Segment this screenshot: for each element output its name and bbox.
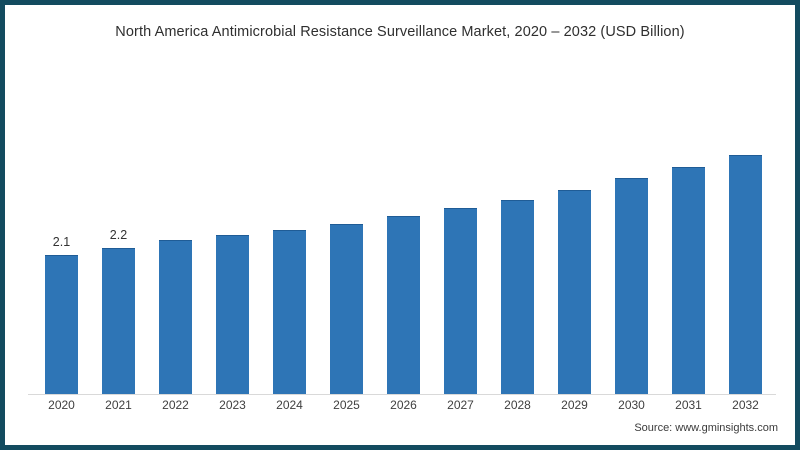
bar-2020[interactable] xyxy=(45,255,78,394)
x-tick-2029: 2029 xyxy=(561,398,588,412)
bar-2032[interactable] xyxy=(729,155,762,394)
x-tick-2023: 2023 xyxy=(219,398,246,412)
bar-2031[interactable] xyxy=(672,167,705,394)
x-tick-2032: 2032 xyxy=(732,398,759,412)
x-tick-2026: 2026 xyxy=(390,398,417,412)
bar-2026[interactable] xyxy=(387,216,420,394)
bar-2030[interactable] xyxy=(615,178,648,394)
x-tick-2020: 2020 xyxy=(48,398,75,412)
x-tick-2021: 2021 xyxy=(105,398,132,412)
x-axis-line xyxy=(28,394,776,395)
x-tick-2031: 2031 xyxy=(675,398,702,412)
x-tick-2024: 2024 xyxy=(276,398,303,412)
bar-2024[interactable] xyxy=(273,230,306,394)
bar-2022[interactable] xyxy=(159,240,192,394)
page-title: North America Antimicrobial Resistance S… xyxy=(115,24,685,40)
x-tick-2022: 2022 xyxy=(162,398,189,412)
bar-2021[interactable] xyxy=(102,248,135,394)
bar-2029[interactable] xyxy=(558,190,591,394)
x-tick-2030: 2030 xyxy=(618,398,645,412)
bar-2027[interactable] xyxy=(444,208,477,394)
bar-2025[interactable] xyxy=(330,224,363,394)
x-tick-2028: 2028 xyxy=(504,398,531,412)
bar-2023[interactable] xyxy=(216,235,249,394)
x-tick-2027: 2027 xyxy=(447,398,474,412)
source-note: Source: www.gminsights.com xyxy=(634,422,778,434)
x-tick-2025: 2025 xyxy=(333,398,360,412)
bar-value-label-2021: 2.2 xyxy=(109,228,128,242)
bar-2028[interactable] xyxy=(501,200,534,394)
bar-value-label-2020: 2.1 xyxy=(52,235,71,249)
